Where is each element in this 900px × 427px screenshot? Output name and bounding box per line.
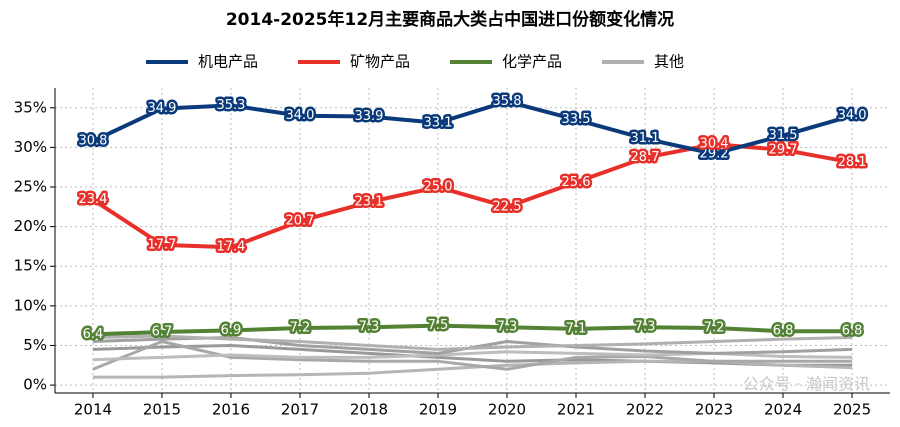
- x-tick-label: 2015: [143, 401, 181, 419]
- data-label: 29.2: [700, 146, 729, 161]
- x-tick-label: 2014: [74, 401, 112, 419]
- series-line: [92, 323, 853, 337]
- x-tick-label: 2017: [281, 401, 319, 419]
- y-tick-label: 25%: [14, 178, 47, 196]
- data-label: 34.9: [147, 101, 176, 116]
- x-tick-label: 2020: [488, 401, 526, 419]
- data-label: 31.5: [769, 128, 798, 143]
- data-label: 20.7: [286, 214, 315, 229]
- data-label: 6.8: [773, 324, 794, 339]
- watermark: 公众号 · 瀚闻资讯: [743, 375, 870, 394]
- data-label: 29.7: [769, 142, 798, 157]
- data-label: 33.5: [562, 112, 591, 127]
- data-label: 22.5: [493, 199, 522, 214]
- legend-label: 机电产品: [198, 53, 258, 71]
- data-label: 17.7: [147, 237, 176, 252]
- legend-label: 化学产品: [502, 53, 562, 71]
- data-label: 35.3: [216, 98, 245, 113]
- y-tick-label: 10%: [14, 296, 47, 314]
- series-line: [92, 359, 853, 379]
- data-label: 7.2: [290, 321, 311, 336]
- data-label: 31.1: [631, 131, 660, 146]
- data-label: 7.2: [704, 321, 725, 336]
- y-tick-label: 30%: [14, 138, 47, 156]
- y-tick-label: 20%: [14, 217, 47, 235]
- data-label: 33.9: [355, 109, 384, 124]
- data-label: 35.8: [493, 94, 522, 109]
- data-label: 7.1: [566, 321, 587, 336]
- data-label: 28.7: [631, 150, 660, 165]
- data-label: 25.6: [562, 175, 591, 190]
- legend-label: 矿物产品: [350, 53, 410, 71]
- data-label: 34.0: [838, 108, 867, 123]
- y-tick-label: 35%: [14, 98, 47, 116]
- chart-title: 2014-2025年12月主要商品大类占中国进口份额变化情况: [226, 9, 674, 30]
- y-tick-label: 0%: [23, 376, 47, 394]
- data-label: 30.4: [700, 137, 729, 152]
- data-label: 7.3: [635, 320, 656, 335]
- y-tick-label: 5%: [23, 336, 47, 354]
- data-label: 28.1: [838, 155, 867, 170]
- legend-label: 其他: [654, 53, 684, 71]
- data-label: 6.9: [221, 323, 242, 338]
- series-line: [92, 99, 853, 156]
- x-tick-label: 2016: [212, 401, 250, 419]
- data-label: 30.8: [78, 134, 107, 149]
- data-label: 23.4: [78, 192, 107, 207]
- data-label: 6.7: [152, 325, 173, 340]
- x-tick-label: 2023: [695, 401, 733, 419]
- data-label: 33.1: [424, 115, 453, 130]
- data-label: 7.3: [497, 320, 518, 335]
- data-label: 23.1: [355, 195, 384, 210]
- data-label: 6.4: [83, 327, 104, 342]
- x-tick-label: 2022: [626, 401, 664, 419]
- x-tick-label: 2024: [764, 401, 802, 419]
- x-tick-label: 2021: [557, 401, 595, 419]
- y-tick-label: 15%: [14, 257, 47, 275]
- data-label: 6.8: [842, 324, 863, 339]
- x-tick-label: 2025: [833, 401, 871, 419]
- data-label: 7.3: [359, 320, 380, 335]
- x-tick-label: 2018: [350, 401, 388, 419]
- data-label: 25.0: [424, 180, 453, 195]
- data-label: 34.0: [286, 108, 315, 123]
- data-label: 17.4: [216, 240, 245, 255]
- data-label: 7.5: [428, 318, 449, 333]
- series-line: [91, 142, 853, 250]
- x-tick-label: 2019: [419, 401, 457, 419]
- series-line: [92, 334, 853, 351]
